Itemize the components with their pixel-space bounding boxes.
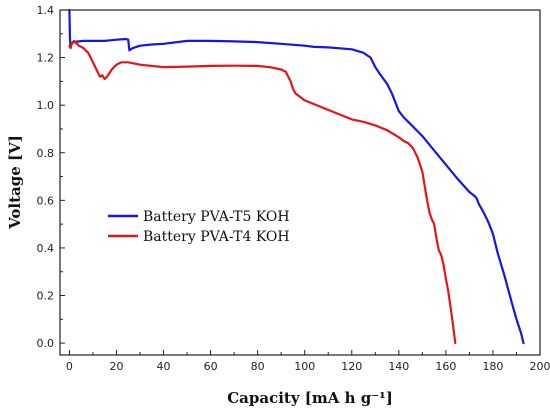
y-tick-label: 1.2 <box>37 52 55 65</box>
y-tick-label: 0.6 <box>37 194 55 207</box>
y-tick-label: 1.4 <box>37 4 55 17</box>
x-tick-label: 120 <box>341 360 362 373</box>
x-axis-title: Capacity [mA h g⁻¹] <box>227 389 393 407</box>
series-lines <box>68 8 525 345</box>
x-tick-label: 60 <box>204 360 218 373</box>
series-line-2 <box>68 39 457 345</box>
x-tick-label: 0 <box>66 360 73 373</box>
legend-label-1: Battery PVA-T5 KOH <box>143 209 290 225</box>
x-tick-label: 80 <box>251 360 265 373</box>
y-axis-title: Voltage [V] <box>6 135 24 230</box>
y-tick-label: 0.0 <box>37 337 55 350</box>
legend: Battery PVA-T5 KOH Battery PVA-T4 KOH <box>108 209 290 245</box>
x-tick-label: 100 <box>294 360 315 373</box>
x-tick-label: 160 <box>435 360 456 373</box>
x-tick-label: 200 <box>530 360 550 373</box>
y-tick-label: 0.8 <box>37 147 55 160</box>
series-line-1 <box>68 8 525 345</box>
legend-label-2: Battery PVA-T4 KOH <box>143 229 290 245</box>
x-tick-label: 40 <box>157 360 171 373</box>
y-tick-label: 0.4 <box>37 242 55 255</box>
x-tick-label: 140 <box>388 360 409 373</box>
y-tick-label: 0.2 <box>37 290 55 303</box>
x-tick-label: 180 <box>482 360 503 373</box>
plot-frame <box>59 9 541 356</box>
x-tick-label: 20 <box>109 360 123 373</box>
y-tick-label: 1.0 <box>37 99 55 112</box>
ticks: 0 20 40 60 80 100 120 140 160 180 200 0.0 0.2 0.4 0.6 0… <box>37 4 550 373</box>
